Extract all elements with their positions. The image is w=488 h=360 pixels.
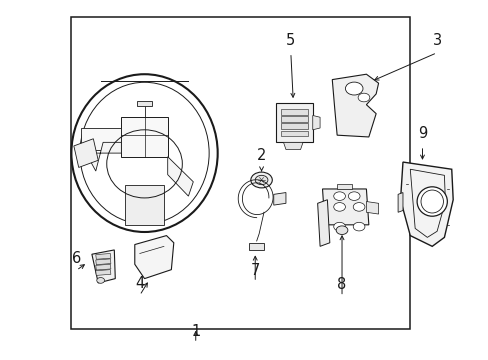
- Polygon shape: [125, 185, 163, 225]
- Circle shape: [345, 82, 362, 95]
- Polygon shape: [400, 162, 452, 246]
- Circle shape: [97, 278, 104, 283]
- Ellipse shape: [416, 187, 447, 216]
- Text: 4: 4: [135, 276, 144, 291]
- Polygon shape: [283, 142, 303, 149]
- Polygon shape: [81, 128, 121, 149]
- Polygon shape: [397, 193, 402, 212]
- Polygon shape: [96, 253, 111, 259]
- Circle shape: [255, 175, 267, 185]
- Polygon shape: [317, 200, 329, 246]
- Polygon shape: [96, 259, 111, 265]
- Circle shape: [335, 226, 347, 234]
- Circle shape: [333, 203, 345, 211]
- Circle shape: [357, 93, 369, 102]
- Polygon shape: [331, 74, 378, 137]
- Polygon shape: [121, 117, 167, 157]
- Polygon shape: [92, 250, 115, 283]
- Polygon shape: [281, 116, 307, 122]
- Bar: [71, 17, 409, 329]
- Polygon shape: [281, 131, 307, 136]
- Polygon shape: [366, 202, 378, 214]
- Text: 2: 2: [256, 148, 265, 163]
- Polygon shape: [96, 264, 111, 270]
- Text: 9: 9: [417, 126, 426, 141]
- Text: 7: 7: [250, 262, 260, 278]
- Polygon shape: [96, 270, 111, 275]
- Circle shape: [352, 222, 364, 231]
- Polygon shape: [74, 139, 98, 167]
- Text: 8: 8: [337, 277, 346, 292]
- Circle shape: [347, 192, 359, 201]
- Text: 1: 1: [191, 324, 200, 338]
- Circle shape: [333, 192, 345, 201]
- Polygon shape: [86, 142, 121, 171]
- Polygon shape: [135, 235, 173, 279]
- Polygon shape: [312, 116, 320, 130]
- Polygon shape: [322, 189, 368, 225]
- Polygon shape: [276, 103, 312, 142]
- Polygon shape: [281, 109, 307, 115]
- Text: 3: 3: [432, 33, 441, 48]
- Polygon shape: [249, 243, 264, 250]
- Circle shape: [250, 172, 272, 188]
- Polygon shape: [281, 123, 307, 129]
- Text: 5: 5: [285, 33, 295, 48]
- Circle shape: [333, 222, 345, 231]
- Text: 6: 6: [72, 251, 81, 266]
- Polygon shape: [273, 193, 285, 205]
- Polygon shape: [336, 184, 351, 189]
- Circle shape: [352, 203, 364, 211]
- Polygon shape: [167, 157, 193, 196]
- Polygon shape: [137, 101, 152, 107]
